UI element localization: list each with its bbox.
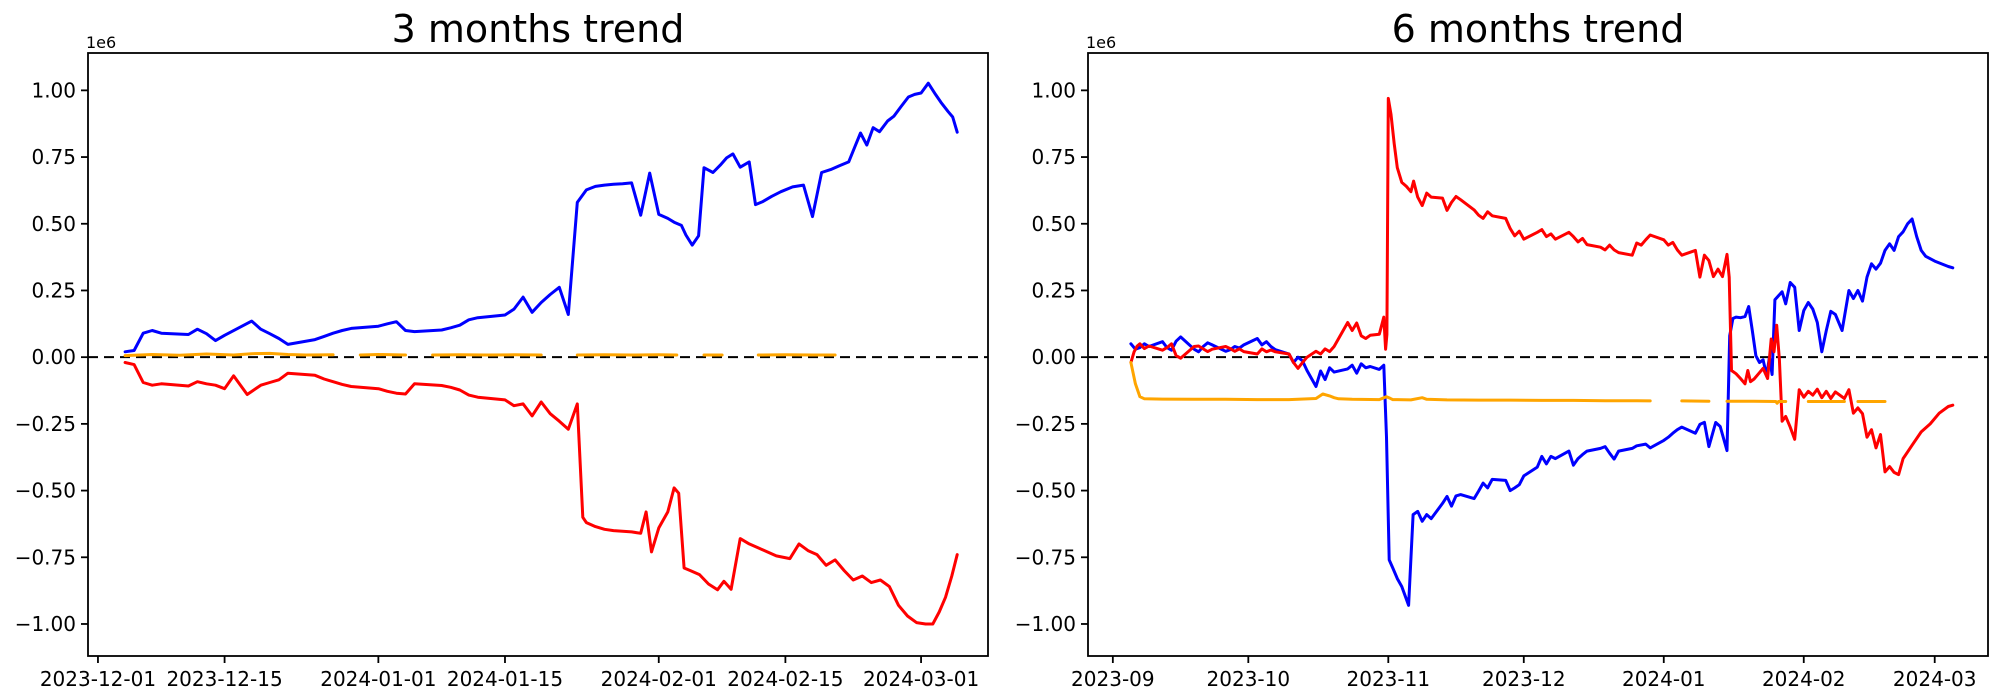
chart-panel-6-months: 6 months trend 1e6 2023-09 2023-10 2023-11 20…	[1000, 0, 2000, 700]
y-tick-label: −0.25	[15, 412, 76, 436]
series-path-blue-line	[123, 81, 959, 354]
y-tick-label: 0.50	[1031, 212, 1076, 236]
x-tick-label: 2023-09	[1071, 667, 1155, 691]
chart-title: 3 months trend	[392, 7, 685, 51]
x-tick-label: 2023-12-01	[40, 667, 156, 691]
plot-border	[1087, 52, 1989, 657]
y-tick-label: −0.75	[1015, 545, 1076, 569]
plot-border	[87, 52, 989, 657]
y-tick-label: 0.25	[31, 278, 76, 302]
series-path-red-line	[123, 361, 959, 626]
x-tick-label: 2024-03	[1893, 667, 1977, 691]
x-tick-label: 2024-01-15	[447, 667, 563, 691]
x-tick-label: 2024-02-01	[601, 667, 717, 691]
x-tick-label: 2024-02	[1762, 667, 1846, 691]
series-path-blue-line	[1129, 217, 1955, 607]
y-tick-label: 0.00	[1031, 345, 1076, 369]
y-tick-label: 0.75	[31, 145, 76, 169]
series-path-red-line	[1129, 96, 1955, 477]
x-tick-label: 2023-10	[1207, 667, 1291, 691]
series-red-line	[1129, 96, 1955, 477]
x-tick-label: 2024-01-01	[320, 667, 436, 691]
series-path-orange-line	[1129, 361, 1652, 403]
y-tick-label: 0.75	[1031, 145, 1076, 169]
x-axis: 2023-12-01 2023-12-15 2024-01-01 2024-01-15…	[40, 656, 979, 691]
y-tick-label: −0.50	[15, 479, 76, 503]
x-tick-label: 2024-01	[1622, 667, 1706, 691]
y-tick-label: −0.75	[15, 545, 76, 569]
x-axis: 2023-09 2023-10 2023-11 2023-12 2024-01 2024-…	[1071, 656, 1977, 691]
y-tick-label: 0.00	[31, 345, 76, 369]
x-tick-label: 2024-03-01	[863, 667, 979, 691]
y-tick-label: 0.25	[1031, 278, 1076, 302]
axis-offset-label: 1e6	[86, 33, 116, 52]
chart-panel-3-months: 3 months trend 1e6 2023-12-01 2023-12-15 202…	[15, 7, 989, 691]
y-tick-label: −1.00	[1015, 612, 1076, 636]
y-tick-label: −0.50	[1015, 479, 1076, 503]
y-tick-label: 0.50	[31, 212, 76, 236]
y-tick-label: −1.00	[15, 612, 76, 636]
x-tick-label: 2023-12	[1482, 667, 1566, 691]
series-blue-line	[123, 81, 959, 354]
y-tick-label: −0.25	[1015, 412, 1076, 436]
y-tick-label: 1.00	[1031, 78, 1076, 102]
series-red-line	[123, 361, 959, 626]
series-blue-line	[1129, 217, 1955, 607]
series-path-orange-line	[358, 353, 407, 357]
y-axis: 1.00 0.75 0.50 0.25 0.00 −0.25 −0.50 −0.75 −1.00	[15, 78, 88, 636]
series-orange-line	[1129, 361, 1887, 405]
x-tick-label: 2024-02-15	[727, 667, 843, 691]
x-tick-label: 2023-12-15	[166, 667, 282, 691]
series-orange-line	[123, 351, 837, 358]
series-path-orange-line	[1725, 399, 1788, 405]
axis-offset-label: 1e6	[1086, 33, 1116, 52]
y-axis: 1.00 0.75 0.50 0.25 0.00 −0.25 −0.50 −0.75 −1.00	[1015, 78, 1088, 636]
chart-title: 6 months trend	[1392, 7, 1685, 51]
y-tick-label: 1.00	[31, 78, 76, 102]
series-path-orange-line	[123, 351, 335, 358]
x-tick-label: 2023-11	[1347, 667, 1431, 691]
